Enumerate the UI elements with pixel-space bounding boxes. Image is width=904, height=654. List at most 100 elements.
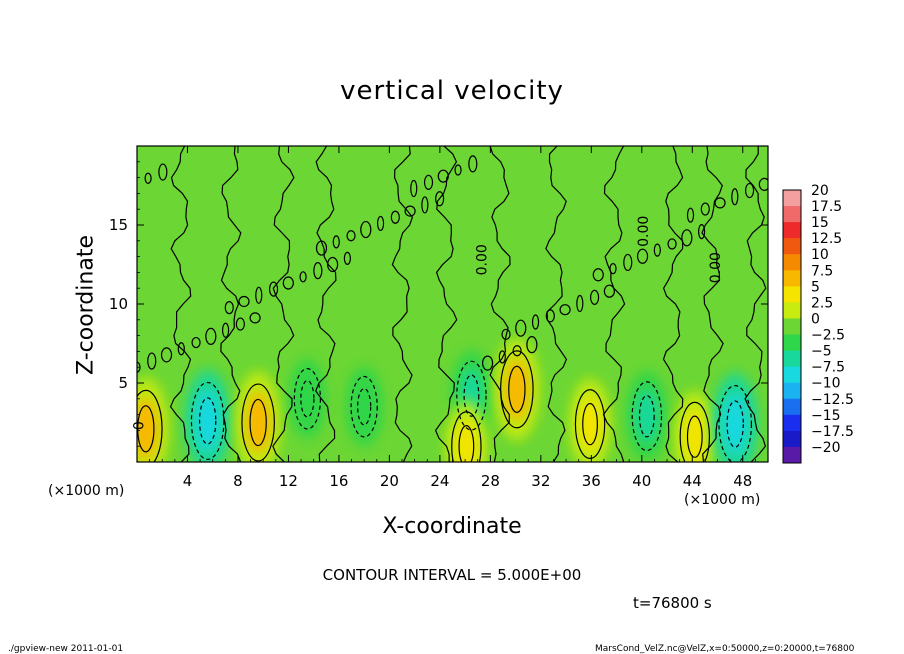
contour-line-small bbox=[346, 230, 356, 242]
field-feature-core bbox=[194, 390, 221, 452]
contour-line-small bbox=[545, 309, 555, 323]
contour-line-small bbox=[404, 205, 416, 217]
colorbar-label: −10 bbox=[811, 376, 841, 392]
contour-line-small bbox=[268, 281, 279, 297]
contour-line-small bbox=[160, 347, 173, 363]
contour-line-zero bbox=[391, 146, 414, 462]
contour-line bbox=[686, 415, 703, 458]
contour-line-small bbox=[501, 328, 511, 340]
colorbar-swatch bbox=[783, 334, 801, 352]
contour-label: 0 bbox=[131, 421, 147, 430]
colorbar-label: −17.5 bbox=[811, 424, 854, 440]
contour-line-small bbox=[623, 253, 633, 272]
contour-line-small bbox=[531, 314, 540, 330]
contour-line-small bbox=[249, 312, 261, 324]
contour-line bbox=[350, 375, 378, 438]
contour-line-small bbox=[224, 301, 234, 315]
contour-line bbox=[458, 425, 475, 462]
contour-line bbox=[679, 401, 711, 462]
contour-line-small bbox=[282, 276, 294, 290]
contour-label: 0.00 bbox=[636, 216, 652, 247]
field-feature-core bbox=[353, 382, 375, 431]
x-tick-label: 8 bbox=[233, 472, 243, 490]
colorbar-swatch bbox=[783, 366, 801, 384]
contour-line-small bbox=[454, 164, 462, 176]
colorbar-swatch bbox=[783, 254, 801, 271]
contour-line bbox=[631, 381, 663, 452]
contour-line-small bbox=[205, 327, 217, 345]
contour-layer bbox=[137, 146, 768, 462]
x-tick-label: 12 bbox=[279, 472, 298, 490]
contour-line-small bbox=[468, 155, 478, 173]
contour-line bbox=[293, 368, 322, 430]
contour-line-small bbox=[667, 238, 677, 250]
y-tick-label: 5 bbox=[118, 374, 128, 392]
contour-line-zero bbox=[169, 146, 192, 462]
field-feature-core bbox=[454, 418, 478, 462]
x-unit-label-right: (×1000 m) bbox=[684, 492, 761, 508]
colorbar-swatch bbox=[783, 238, 801, 255]
x-tick-label: 44 bbox=[683, 472, 702, 490]
contour-line bbox=[508, 365, 526, 413]
contour-line-small bbox=[390, 210, 400, 224]
field-feature-core bbox=[297, 374, 318, 423]
contour-line-small bbox=[498, 350, 506, 364]
contour-line-small bbox=[235, 317, 245, 331]
colorbar: 2017.51512.5107.552.50−2.5−5−7.5−10−12.5… bbox=[782, 183, 854, 464]
contour-line-small bbox=[559, 304, 571, 316]
contour-line-zero bbox=[434, 146, 458, 462]
contour-line bbox=[451, 411, 482, 462]
colorbar-label: 20 bbox=[811, 183, 829, 199]
contour-line-small bbox=[653, 243, 661, 257]
contour-line-zero bbox=[602, 146, 626, 462]
x-tick-label: 20 bbox=[380, 472, 399, 490]
colorbar-label: −12.5 bbox=[811, 392, 854, 408]
x-tick-label: 36 bbox=[582, 472, 601, 490]
contour-line-small bbox=[758, 177, 768, 191]
x-unit-label-left: (×1000 m) bbox=[48, 483, 125, 499]
contour-line bbox=[198, 397, 217, 445]
contour-line-small bbox=[681, 229, 693, 247]
contour-line-small bbox=[158, 163, 168, 181]
colorbar-label: −20 bbox=[811, 440, 841, 456]
contour-line bbox=[638, 394, 655, 438]
contour-line bbox=[726, 400, 744, 448]
field-feature-core bbox=[137, 398, 159, 460]
contour-line-small bbox=[255, 286, 263, 304]
colorbar-swatch bbox=[783, 414, 801, 432]
time-stamp: t=76800 s bbox=[633, 594, 712, 612]
colorbar-swatch bbox=[783, 398, 801, 416]
colorbar-swatch bbox=[783, 382, 801, 400]
colorbar-label: 10 bbox=[811, 247, 829, 263]
contour-line-small bbox=[636, 248, 649, 264]
x-tick-label: 28 bbox=[481, 472, 500, 490]
footer-program-info: ./gpview-new 2011-01-01 bbox=[8, 644, 124, 654]
contour-line-small bbox=[423, 174, 434, 190]
contour-line-small bbox=[686, 207, 695, 223]
colorbar-label: 0 bbox=[811, 311, 820, 327]
contour-line-small bbox=[313, 262, 323, 280]
field-feature-core bbox=[722, 393, 748, 455]
colorbar-swatch bbox=[783, 190, 801, 207]
contour-line-small bbox=[512, 345, 522, 357]
contour-line-small bbox=[590, 289, 600, 305]
contour-line-small bbox=[299, 271, 307, 283]
contour-line-small bbox=[315, 240, 328, 256]
colorbar-label: −15 bbox=[811, 408, 841, 424]
plot-area bbox=[136, 145, 769, 463]
contour-line bbox=[190, 381, 225, 460]
colorbar-swatch bbox=[783, 222, 801, 239]
contour-line-small bbox=[144, 172, 152, 184]
colorbar-label: −2.5 bbox=[811, 328, 845, 344]
contour-line-small bbox=[700, 202, 710, 216]
contour-line-small bbox=[147, 352, 157, 370]
field-feature-core bbox=[578, 396, 602, 452]
colorbar-label: 17.5 bbox=[811, 199, 842, 215]
contour-line-small bbox=[731, 188, 739, 206]
contour-line-small bbox=[343, 251, 351, 265]
contour-line-small bbox=[177, 342, 185, 356]
contour-line bbox=[137, 405, 155, 453]
contour-line-small bbox=[698, 224, 706, 240]
contour-line-small bbox=[592, 268, 604, 282]
